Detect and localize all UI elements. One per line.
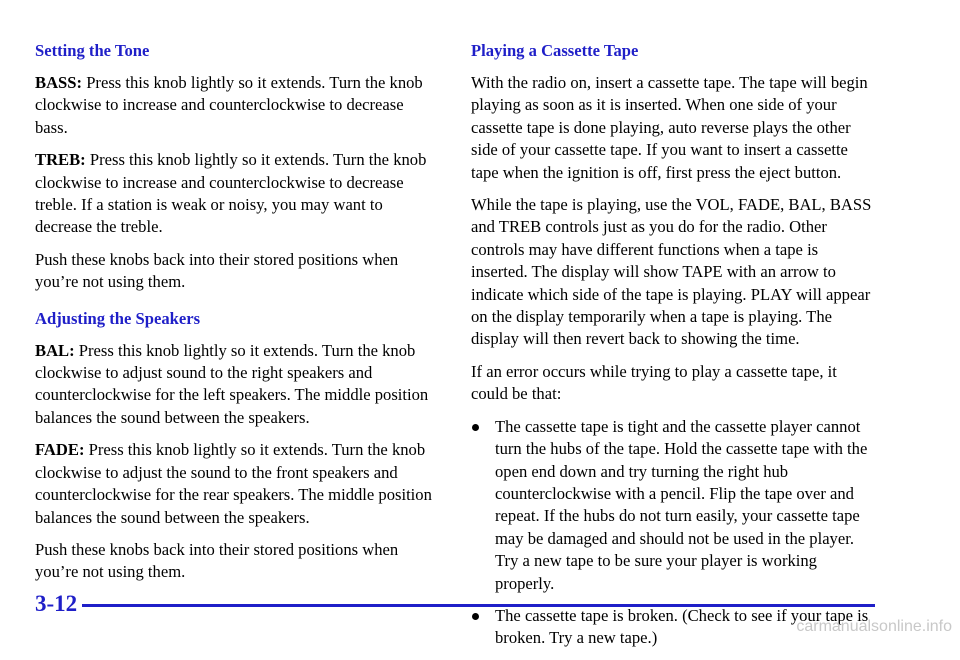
term: FADE:	[35, 440, 85, 460]
paragraph: Push these knobs back into their stored …	[35, 539, 437, 584]
paragraph-text: Push these knobs back into their stored …	[35, 249, 399, 292]
page-number: 3-12	[35, 591, 78, 616]
paragraph: Push these knobs back into their stored …	[35, 249, 437, 294]
bullet	[472, 612, 479, 620]
term: BAL:	[35, 340, 75, 360]
paragraph-text: Press this knob lightly so it extends. T…	[35, 150, 427, 237]
term: TREB:	[35, 150, 86, 170]
term: BASS:	[35, 73, 83, 92]
section-heading: Setting the Tone	[35, 41, 150, 60]
right-column: Playing a Cassette Tape With the radio on…	[471, 40, 875, 660]
bullet-item: The cassette tape is tight and the casse…	[471, 416, 875, 595]
section: Setting the Tone BASS: Press this knob li…	[35, 40, 437, 294]
footer-rule	[82, 604, 875, 607]
bullet-text: The cassette tape is tight and the casse…	[495, 416, 868, 593]
bullet	[472, 423, 479, 431]
watermark: carmanualsonline.info	[796, 618, 952, 635]
section-heading: Playing a Cassette Tape	[471, 41, 639, 60]
paragraph-text: Push these knobs back into their stored …	[35, 539, 399, 582]
paragraph: TREB: Press this knob lightly so it exte…	[35, 149, 437, 239]
page: {"left": {"sections": [ {"heading": "Set…	[35, 40, 952, 648]
paragraph: BASS: Press this knob lightly so it exte…	[35, 72, 437, 139]
section: Adjusting the Speakers BAL: Press this kn…	[35, 308, 437, 584]
paragraph: While the tape is playing, use the VOL, …	[471, 195, 872, 349]
section-heading: Adjusting the Speakers	[35, 308, 201, 328]
bullet-list: The cassette tape is tight and the casse…	[471, 416, 875, 650]
paragraph: BAL: Press this knob lightly so it exten…	[35, 340, 437, 430]
paragraph-text: Press this knob lightly so it extends. T…	[35, 440, 432, 527]
paragraph-text: Press this knob lightly so it extends. T…	[35, 340, 429, 427]
paragraph: With the radio on, insert a cassette tap…	[471, 73, 868, 182]
paragraph: If an error occurs while trying to play …	[471, 361, 837, 404]
paragraph-text: Press this knob lightly so it extends. T…	[35, 73, 423, 137]
paragraph: FADE: Press this knob lightly so it exte…	[35, 439, 437, 529]
left-column: Setting the Tone BASS: Press this knob li…	[35, 40, 437, 598]
